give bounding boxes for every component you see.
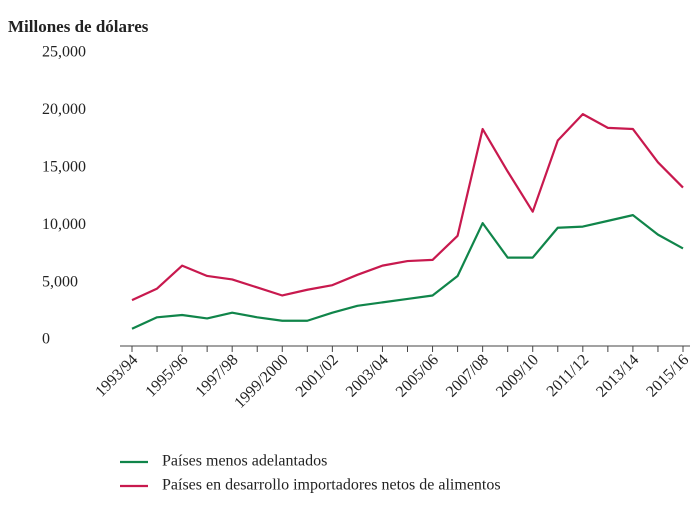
series-line: [131, 113, 684, 302]
y-tick-label: 5,000: [42, 273, 78, 290]
y-tick-label: 25,000: [42, 44, 86, 61]
x-tick-label: 2015/16: [643, 351, 692, 400]
y-tick-label: 15,000: [42, 158, 86, 175]
x-tick-label: 1997/98: [192, 351, 241, 400]
x-tick-label: 1993/94: [92, 351, 141, 400]
legend-label: Países en desarrollo importadores netos …: [162, 477, 501, 494]
chart-title: Millones de dólares: [8, 17, 149, 36]
x-tick-label: 2007/08: [443, 351, 492, 400]
x-tick-label: 1999/2000: [231, 351, 291, 411]
x-tick-label: 2003/04: [343, 351, 392, 400]
legend-label: Países menos adelantados: [162, 453, 327, 470]
x-tick-label: 2013/14: [593, 351, 642, 400]
x-tick-label: 2005/06: [393, 351, 442, 400]
y-tick-label: 0: [42, 331, 50, 348]
x-tick-label: 2009/10: [493, 351, 542, 400]
x-tick-label: 2011/12: [544, 351, 593, 400]
y-tick-label: 10,000: [42, 216, 86, 233]
series-line: [131, 214, 684, 330]
x-tick-label: 2001/02: [293, 351, 342, 400]
y-tick-label: 20,000: [42, 101, 86, 118]
x-tick-label: 1995/96: [142, 351, 191, 400]
